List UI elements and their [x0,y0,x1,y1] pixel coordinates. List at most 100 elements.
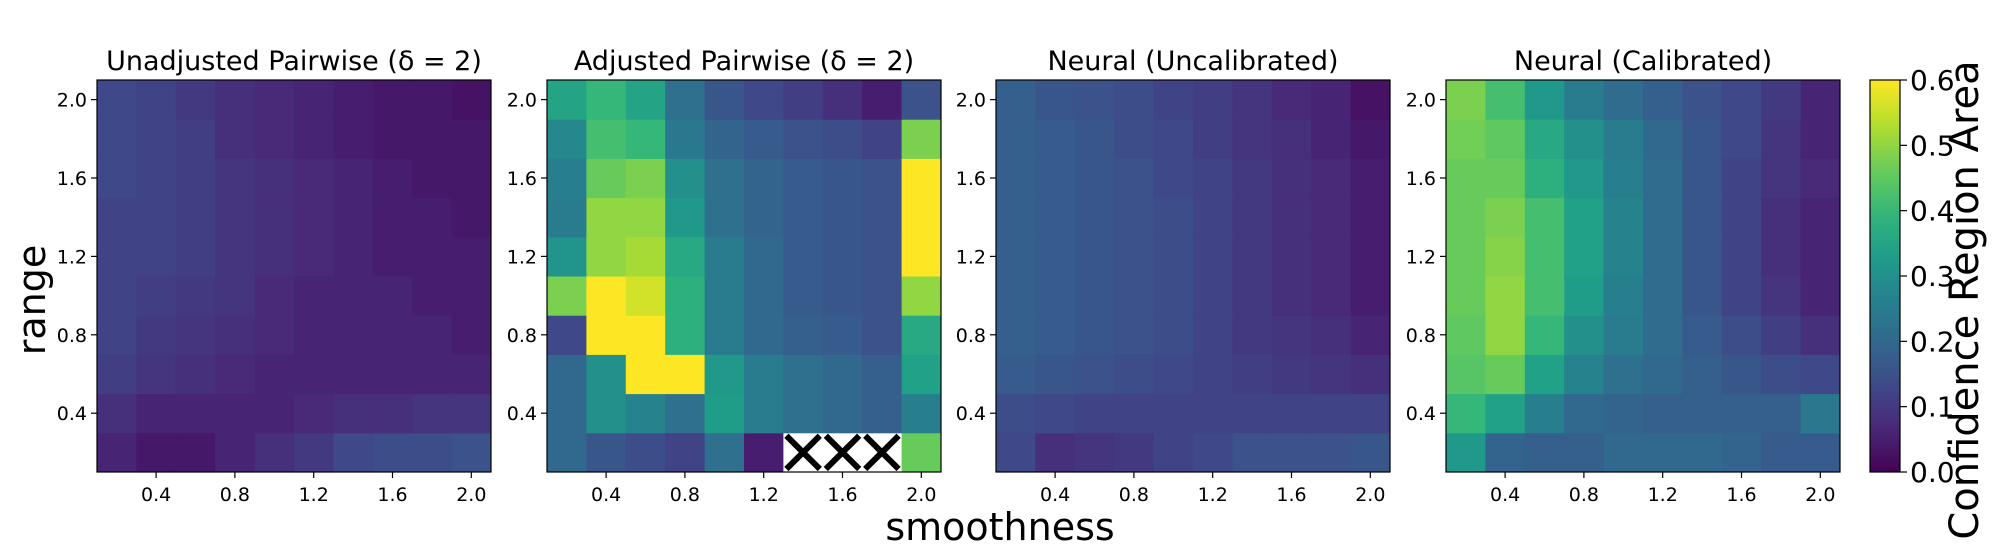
heatmap-cell [1682,315,1723,355]
heatmap-cell [372,80,413,120]
heatmap-cell [1485,197,1526,238]
heatmap-cell [1074,276,1115,316]
y-tick-label: 0.4 [956,403,986,425]
heatmap-cell [1564,236,1605,277]
heatmap-cell [1800,393,1841,434]
y-tick-label: 0.4 [507,403,537,425]
heatmap-cell [1311,119,1352,159]
heatmap-cell [215,276,256,316]
heatmap-cell [451,119,492,159]
x-tick-label: 1.6 [377,484,407,506]
heatmap-cell [1153,158,1194,199]
colorbar-label: Confidence Region Area [1942,60,1988,539]
heatmap-cell [996,315,1036,355]
heatmap-cell [1485,80,1526,120]
heatmap-cell [901,276,942,316]
heatmap-cell [215,80,256,120]
heatmap-cell [1682,236,1723,277]
heatmap-cell [901,393,942,434]
heatmap-cell [1232,197,1273,238]
heatmap-cell [1271,354,1312,395]
heatmap-cell [1311,432,1352,473]
x-tick-label: 0.8 [1569,484,1599,506]
heatmap-cell [1114,119,1155,159]
heatmap-cell [1564,80,1605,120]
heatmap-cell [136,197,177,238]
heatmap-cell [996,393,1036,434]
heatmap-cell [1800,119,1841,159]
heatmap-cell [1074,80,1115,120]
heatmap-cell [1603,158,1644,199]
heatmap-cell [1682,393,1723,434]
heatmap-cell [1232,236,1273,277]
heatmap-cell [1193,432,1233,473]
heatmap-cell [901,119,942,159]
heatmap-cell [1564,393,1605,434]
heatmap-cell [1800,158,1841,199]
heatmap-cell [901,354,942,395]
heatmap-cell [1153,236,1194,277]
heatmap-cell [254,236,295,277]
heatmap-cell [294,158,334,199]
heatmap-cell [1153,432,1194,473]
heatmap-cell [1761,197,1802,238]
heatmap-cell [294,354,334,395]
heatmap-cell [1524,197,1565,238]
heatmap-cell [547,432,587,473]
heatmap-cell [1761,158,1802,199]
heatmap-cell [1485,393,1526,434]
heatmap-cell [412,354,453,395]
heatmap-cell [1193,315,1233,355]
heatmap-cell [901,80,942,120]
heatmap-cell [996,432,1036,473]
heatmap-cell [372,158,413,199]
heatmap-cell [1193,393,1233,434]
colorbar-gradient [1869,79,1901,473]
heatmap-cell [1446,80,1486,120]
heatmap-cell [665,354,706,395]
heatmap-cell [1446,158,1486,199]
heatmap-cell [1682,119,1723,159]
heatmap-cell [1446,276,1486,316]
heatmap-cell [1035,315,1076,355]
heatmap-cell [1350,236,1391,277]
heatmap-cell [822,119,863,159]
heatmap-cell [1643,354,1683,395]
heatmap-cell [1564,158,1605,199]
heatmap-cell [215,432,256,473]
heatmap-cell [1446,354,1486,395]
heatmap-cell [333,197,374,238]
heatmap-cell [451,158,492,199]
panel-title: Neural (Uncalibrated) [1047,46,1338,77]
heatmap-cell [1271,236,1312,277]
heatmap-cell [215,393,256,434]
heatmap-cell [744,276,784,316]
heatmap-cell [783,158,824,199]
colorbar: 0.0 0.1 0.2 0.3 0.4 0.5 0.6 [1869,64,1955,489]
heatmap-cell [862,393,903,434]
heatmap-cell [1446,236,1486,277]
heatmap-cell [744,315,784,355]
heatmap-cell [1035,276,1076,316]
missing-cell-marker [823,433,862,472]
heatmap-cell [333,393,374,434]
heatmap-cell [1193,119,1233,159]
heatmap-cell [625,119,666,159]
heatmap-cell [1271,276,1312,316]
y-tick-label: 2.0 [1406,90,1436,112]
heatmap-cell [1524,236,1565,277]
heatmap-cell [822,315,863,355]
heatmap-cell [451,393,492,434]
heatmap-cell [1074,119,1115,159]
heatmap-cell [1350,197,1391,238]
heatmap-cell [822,80,863,120]
heatmap-cell [1232,393,1273,434]
heatmap-cell [1114,354,1155,395]
heatmap-cell [97,393,137,434]
x-axis-label: smoothness [885,505,1114,549]
heatmap-cell [1682,354,1723,395]
x-tick-label: 0.8 [670,484,700,506]
heatmap-cell [97,236,137,277]
heatmap-cell [1446,119,1486,159]
